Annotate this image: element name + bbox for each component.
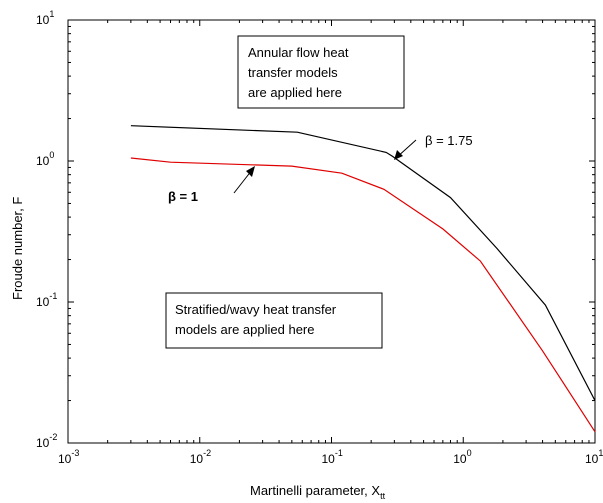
annular-flow-box bbox=[237, 35, 405, 109]
annular-box-line-1: Annular flow heat bbox=[248, 45, 349, 60]
y-tick-label-base: 10 bbox=[36, 154, 50, 168]
y-axis-label: Froude number, F bbox=[10, 197, 25, 300]
y-tick-label-exponent: -1 bbox=[49, 291, 57, 301]
x-tick-label-base: 10 bbox=[58, 452, 72, 466]
y-tick-label-base: 10 bbox=[36, 436, 50, 450]
y-tick-label-exponent: 0 bbox=[49, 150, 54, 160]
stratified-box-line-2: models are applied here bbox=[175, 322, 314, 337]
y-tick-label: 10-1 bbox=[36, 291, 57, 309]
y-tick-label: 101 bbox=[36, 9, 54, 27]
x-tick-label: 10-3 bbox=[58, 448, 79, 466]
beta-175-arrowhead bbox=[394, 150, 403, 160]
x-tick-label-base: 10 bbox=[190, 452, 204, 466]
annular-box-line-2: transfer models bbox=[248, 65, 338, 80]
series-line-2 bbox=[130, 157, 596, 433]
x-tick-label-exponent: 1 bbox=[598, 448, 603, 458]
y-tick-label-exponent: 1 bbox=[49, 9, 54, 19]
x-tick-label: 10-2 bbox=[190, 448, 211, 466]
y-tick-label-base: 10 bbox=[36, 13, 50, 27]
x-axis-label-subscript: tt bbox=[380, 491, 386, 501]
x-tick-label-exponent: -2 bbox=[203, 448, 211, 458]
x-tick-label-base: 10 bbox=[453, 452, 467, 466]
series-line-1 bbox=[130, 125, 596, 401]
y-tick-label: 100 bbox=[36, 150, 54, 168]
y-tick-label-exponent: -2 bbox=[49, 432, 57, 442]
x-axis-label-main: Martinelli parameter, X bbox=[250, 483, 380, 498]
annular-box-line-3: are applied here bbox=[248, 85, 342, 100]
x-tick-label-exponent: -3 bbox=[71, 448, 79, 458]
y-tick-label-base: 10 bbox=[36, 295, 50, 309]
x-tick-label-exponent: -1 bbox=[335, 448, 343, 458]
stratified-wavy-box bbox=[165, 292, 383, 349]
beta-1-arrowhead bbox=[246, 166, 255, 177]
beta-1-label: β = 1 bbox=[168, 189, 198, 204]
x-tick-label: 10-1 bbox=[322, 448, 343, 466]
x-axis-ticks: 10-3 10-2 10-1 100 101 bbox=[58, 20, 603, 466]
beta-175-label: β = 1.75 bbox=[425, 133, 473, 148]
stratified-box-line-1: Stratified/wavy heat transfer bbox=[175, 302, 337, 317]
x-tick-label: 100 bbox=[453, 448, 471, 466]
x-axis-label: Martinelli parameter, Xtt bbox=[250, 483, 386, 501]
series-layer bbox=[130, 125, 596, 433]
x-tick-label: 101 bbox=[585, 448, 603, 466]
x-tick-label-exponent: 0 bbox=[467, 448, 472, 458]
x-tick-label-base: 10 bbox=[585, 452, 599, 466]
x-tick-label-base: 10 bbox=[322, 452, 336, 466]
y-tick-label: 10-2 bbox=[36, 432, 57, 450]
